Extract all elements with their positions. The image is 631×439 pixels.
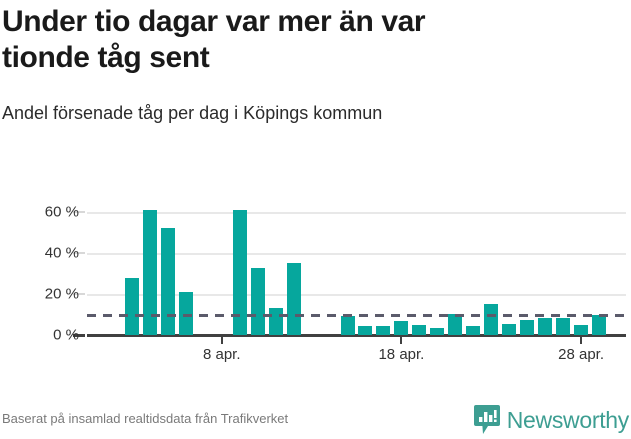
x-axis-tick-label: 8 apr. (202, 346, 241, 363)
x-axis-tick-mark (220, 336, 223, 344)
y-axis-tick-mark (73, 252, 85, 255)
bar[interactable] (124, 277, 139, 335)
y-axis-tick-label: 40 % (44, 244, 79, 262)
chart-header: Under tio dagar var mer än var tionde tå… (0, 0, 631, 124)
bar[interactable] (430, 327, 445, 335)
source-note: Baserat på insamlad realtidsdata från Tr… (2, 411, 289, 426)
bar-chart: 0 % 20 % 40 % 60 % 8 apr. 18 apr. 28 apr. (0, 186, 631, 391)
bar[interactable] (232, 210, 247, 335)
y-axis-tick-label: 20 % (44, 285, 79, 303)
bar[interactable] (268, 308, 283, 335)
bar[interactable] (520, 319, 535, 335)
newsworthy-bars-bubble-icon (473, 405, 500, 434)
y-axis-tick-mark (73, 334, 85, 337)
bar[interactable] (394, 320, 409, 335)
bar[interactable] (250, 267, 265, 335)
x-axis-tick-mark (400, 336, 403, 344)
bar[interactable] (160, 227, 175, 335)
bar[interactable] (376, 325, 391, 335)
bar[interactable] (142, 210, 157, 335)
chart-subtitle: Andel försenade tåg per dag i Köpings ko… (2, 103, 383, 123)
y-axis-tick-label: 60 % (44, 203, 79, 221)
axis-baseline (87, 334, 626, 337)
bar[interactable] (556, 317, 571, 335)
bar[interactable] (484, 304, 499, 335)
chart-footer: Baserat på insamlad realtidsdata från Tr… (0, 397, 631, 439)
bar[interactable] (502, 323, 517, 335)
x-axis-tick-label: 28 apr. (558, 346, 605, 363)
bar[interactable] (466, 325, 481, 335)
bar[interactable] (178, 292, 193, 335)
x-axis-tick-mark (580, 336, 583, 344)
bar[interactable] (574, 324, 589, 335)
bar[interactable] (286, 263, 301, 335)
bar[interactable] (340, 315, 355, 335)
newsworthy-logo-text: Newsworthy (506, 406, 630, 433)
plot-area: 0 % 20 % 40 % 60 % 8 apr. 18 apr. 28 apr. (45, 200, 626, 363)
y-axis-tick-label: 0 % (53, 326, 79, 344)
x-axis-tick-label: 18 apr. (378, 346, 425, 363)
y-axis-tick-mark (73, 211, 85, 214)
bar[interactable] (358, 325, 373, 335)
y-axis-tick-mark (73, 293, 85, 296)
gridline (87, 294, 626, 297)
bar[interactable] (592, 314, 607, 335)
newsworthy-logo: Newsworthy (473, 405, 630, 435)
bar[interactable] (412, 324, 427, 335)
gridline (87, 212, 626, 215)
bar[interactable] (448, 313, 463, 335)
gridline (87, 253, 626, 256)
page-title: Under tio dagar var mer än var tionde tå… (2, 5, 426, 74)
reference-line (87, 313, 626, 317)
bar[interactable] (538, 317, 553, 335)
